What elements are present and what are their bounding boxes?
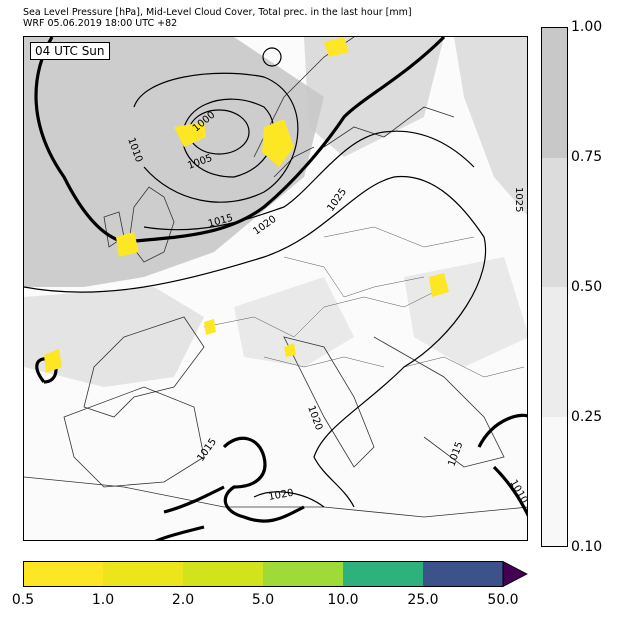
cloud-tick: 0.75	[571, 149, 603, 165]
precip-tick: 1.0	[91, 592, 115, 608]
country-borders	[203, 226, 525, 378]
isobars	[24, 47, 486, 508]
precip-bar-outline	[23, 561, 504, 587]
precip-bar-segment	[183, 561, 263, 587]
weather-map: 1000 1005 1010 1015 1020 1025 1020 1015 …	[23, 36, 528, 541]
isobar-label: 1025	[325, 187, 349, 214]
precip-tick: 2.0	[171, 592, 195, 608]
chart-title-line2: WRF 05.06.2019 18:00 UTC +82	[23, 18, 178, 29]
precip-bar-segment	[423, 561, 503, 587]
cloud-bar-segment	[542, 416, 567, 546]
precip-segments	[23, 561, 528, 587]
isobar-label: 1020	[268, 488, 295, 503]
cloud-tick: 0.10	[571, 539, 603, 555]
precipitation-areas	[44, 37, 449, 373]
precip-tick: 10.0	[327, 592, 359, 608]
isobar-label: 1010	[507, 478, 528, 506]
valid-time-label: 04 UTC Sun	[30, 42, 110, 60]
cloud-cover-shading	[24, 37, 527, 387]
cloud-bar-segment	[542, 28, 567, 158]
cloud-tick: 0.25	[571, 409, 603, 425]
cloud-tick: 0.50	[571, 279, 603, 295]
precip-tick: 5.0	[251, 592, 275, 608]
precip-bar-segment	[23, 561, 103, 587]
isobar-label: 1015	[195, 437, 219, 464]
cloud-bar-segment	[542, 287, 567, 417]
isobar-label: 1020	[305, 404, 324, 432]
map-canvas: 1000 1005 1010 1015 1020 1025 1020 1015 …	[24, 37, 528, 540]
precip-tick: 25.0	[407, 592, 439, 608]
precip-bar-segment	[263, 561, 343, 587]
cloud-cover-colorbar	[541, 27, 568, 547]
cloud-bar-segment	[542, 157, 567, 287]
isobar-label: 1025	[513, 187, 524, 212]
precip-tick: 0.5	[11, 592, 35, 608]
isobar-1015	[34, 37, 527, 540]
isobar-label: 1015	[446, 440, 465, 468]
precip-tick: 50.0	[487, 592, 519, 608]
chart-title-line1: Sea Level Pressure [hPa], Mid-Level Clou…	[23, 7, 412, 18]
precip-bar-segment	[343, 561, 423, 587]
precip-bar-segment	[103, 561, 183, 587]
precip-bar-extend-arrow	[502, 561, 528, 587]
cloud-tick: 1.00	[571, 19, 603, 35]
precipitation-colorbar	[23, 561, 528, 587]
